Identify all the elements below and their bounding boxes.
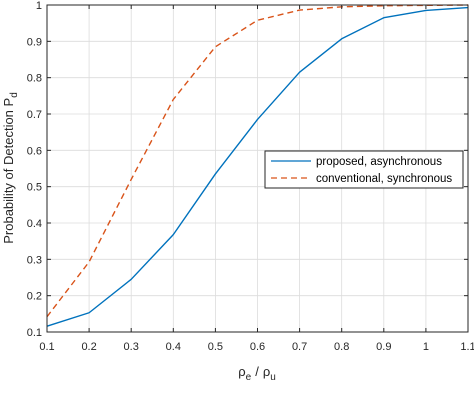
legend-label-proposed: proposed, asynchronous bbox=[316, 156, 442, 168]
y-label-sub: d bbox=[9, 92, 20, 98]
y-tick-label: 0.4 bbox=[27, 218, 42, 230]
legend: proposed, asynchronous conventional, syn… bbox=[264, 150, 464, 189]
series-line-0 bbox=[46, 6, 469, 327]
y-tick-label: 0.6 bbox=[27, 145, 42, 157]
y-tick-label: 1 bbox=[36, 0, 42, 12]
x-label-sub-u: u bbox=[270, 372, 276, 383]
legend-label-conventional: conventional, synchronous bbox=[316, 173, 452, 185]
x-label-rho-u: ρ bbox=[263, 364, 270, 379]
y-tick-labels: 0.1 0.2 0.3 0.4 0.5 0.6 0.7 0.8 0.9 1 bbox=[27, 0, 42, 339]
x-tick-label: 0.8 bbox=[334, 341, 349, 353]
x-tick-label: 0.4 bbox=[166, 341, 181, 353]
legend-box bbox=[264, 150, 464, 189]
y-tick-label: 0.3 bbox=[27, 254, 42, 266]
x-tick-label: 0.2 bbox=[81, 341, 96, 353]
x-tick-label: 1.1 bbox=[460, 341, 474, 353]
x-tick-label: 0.9 bbox=[376, 341, 391, 353]
y-axis-label: Probability of Detection Pd bbox=[1, 92, 20, 244]
x-tick-label: 0.1 bbox=[39, 341, 54, 353]
y-tick-label: 0.5 bbox=[27, 182, 42, 194]
y-label-main: Probability of Detection P bbox=[1, 98, 16, 244]
series-line-1 bbox=[46, 4, 469, 318]
y-tick-label: 0.9 bbox=[27, 36, 42, 48]
x-tick-label: 0.5 bbox=[208, 341, 223, 353]
x-tick-label: 0.7 bbox=[292, 341, 307, 353]
x-label-slash: / bbox=[255, 364, 259, 379]
x-tick-label: 0.3 bbox=[124, 341, 139, 353]
axis-ticks bbox=[46, 4, 469, 333]
y-tick-label: 0.1 bbox=[27, 327, 42, 339]
x-label-sub-e: e bbox=[246, 372, 252, 383]
series-lines bbox=[46, 4, 469, 327]
y-tick-label: 0.2 bbox=[27, 291, 42, 303]
x-label-rho-e: ρ bbox=[238, 364, 245, 379]
x-tick-label: 0.6 bbox=[250, 341, 265, 353]
y-tick-label: 0.7 bbox=[27, 109, 42, 121]
y-tick-label: 0.8 bbox=[27, 73, 42, 85]
x-tick-labels: 0.1 0.2 0.3 0.4 0.5 0.6 0.7 0.8 0.9 1 1.1 bbox=[39, 341, 474, 353]
x-axis-label: ρe / ρu bbox=[238, 364, 276, 383]
x-tick-label: 1 bbox=[423, 341, 429, 353]
